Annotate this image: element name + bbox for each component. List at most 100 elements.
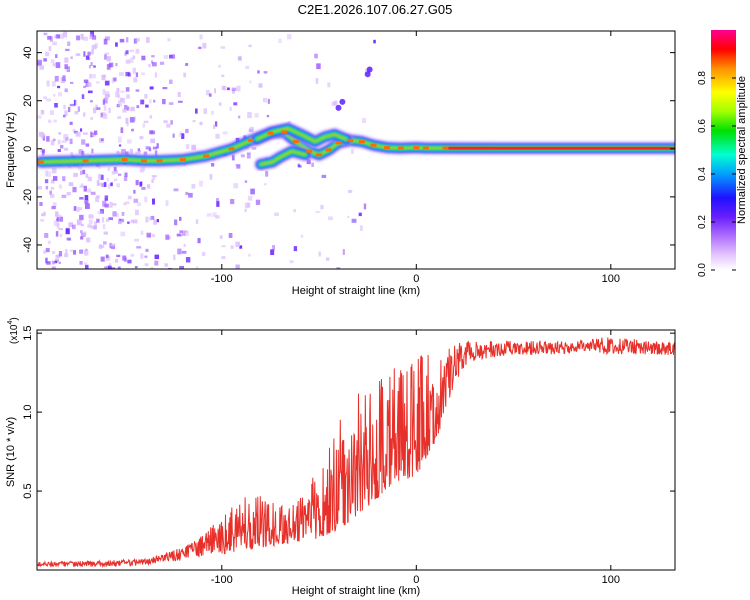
noise-speckle <box>212 124 216 129</box>
noise-speckle <box>129 148 133 154</box>
noise-speckle <box>105 254 109 259</box>
noise-speckle <box>121 211 125 216</box>
noise-speckle <box>55 231 59 237</box>
noise-speckle <box>58 228 64 231</box>
noise-speckle <box>245 65 250 69</box>
noise-speckle <box>43 211 46 214</box>
noise-speckle <box>88 219 93 225</box>
noise-speckle <box>232 89 235 94</box>
noise-speckle <box>238 55 242 62</box>
noise-speckle <box>247 202 251 208</box>
noise-speckle <box>140 99 145 105</box>
trace-peak-marker <box>140 159 147 163</box>
noise-speckle <box>179 265 185 269</box>
noise-speckle <box>173 254 176 261</box>
trace-peak-marker <box>247 138 254 142</box>
colorbar-tick-label: 0.0 <box>697 263 708 277</box>
noise-speckle <box>44 51 50 57</box>
trace-peak-marker <box>267 131 274 135</box>
noise-speckle <box>79 128 83 132</box>
noise-speckle <box>62 114 66 118</box>
noise-speckle <box>107 167 111 171</box>
noise-speckle <box>258 83 263 88</box>
noise-speckle <box>83 185 87 192</box>
noise-speckle <box>57 139 61 145</box>
trace-peak-marker <box>325 148 332 152</box>
colorbar: 0.0 0.2 0.4 0.6 0.8 Normalized spectral ampl… <box>697 30 748 277</box>
noise-speckle <box>205 89 210 96</box>
noise-speckle <box>85 203 90 209</box>
noise-speckle <box>59 233 63 238</box>
noise-speckle <box>255 199 261 205</box>
noise-speckle <box>239 245 243 249</box>
noise-speckle <box>69 81 74 84</box>
noise-speckle <box>238 115 241 119</box>
noise-speckle <box>149 86 154 90</box>
noise-speckle <box>154 260 159 266</box>
noise-speckle <box>55 62 61 69</box>
noise-speckle <box>115 91 120 98</box>
noise-speckle <box>115 42 118 47</box>
noise-speckle <box>331 101 336 106</box>
noise-speckle <box>88 214 94 219</box>
snr-ytick-label: 1.0 <box>22 404 34 419</box>
noise-speckle <box>79 170 83 175</box>
noise-speckle <box>165 200 169 207</box>
noise-speckle <box>328 216 333 221</box>
noise-speckle <box>102 223 106 230</box>
trace-peak-marker <box>292 140 299 144</box>
noise-speckle <box>148 64 151 68</box>
noise-speckle <box>87 90 93 94</box>
noise-speckle <box>111 245 116 250</box>
noise-speckle <box>321 174 327 178</box>
noise-speckle <box>51 206 56 210</box>
noise-speckle <box>43 58 47 62</box>
noise-speckle <box>135 151 141 154</box>
noise-speckle <box>79 214 84 221</box>
noise-speckle <box>195 108 198 114</box>
noise-speckle <box>84 195 89 200</box>
noise-speckle <box>124 257 127 263</box>
noise-speckle <box>57 85 61 89</box>
noise-speckle <box>48 46 52 51</box>
noise-speckle <box>111 203 117 206</box>
noise-speckle <box>85 264 89 269</box>
noise-speckle <box>315 78 319 84</box>
noise-speckle <box>129 49 135 53</box>
noise-speckle <box>63 104 66 110</box>
noise-speckle <box>272 245 276 251</box>
noise-speckle <box>103 182 107 187</box>
noise-speckle <box>97 182 103 186</box>
noise-speckle <box>144 255 148 258</box>
noise-speckle <box>198 46 202 50</box>
noise-speckle <box>133 38 137 44</box>
noise-speckle <box>49 190 53 195</box>
noise-speckle <box>110 182 113 187</box>
noise-speckle <box>69 138 73 145</box>
noise-speckle <box>244 208 247 213</box>
noise-speckle <box>102 88 106 95</box>
noise-speckle <box>222 131 228 135</box>
noise-speckle <box>90 191 96 195</box>
noise-speckle <box>126 37 129 43</box>
noise-speckle <box>43 96 48 100</box>
noise-speckle <box>133 116 137 122</box>
noise-speckle <box>69 249 74 252</box>
noise-speckle <box>150 267 154 269</box>
colorbar-label: Normalized spectral amplitude <box>736 76 748 224</box>
noise-speckle <box>221 245 226 248</box>
noise-speckle <box>150 60 154 64</box>
noise-speckle <box>132 55 136 59</box>
noise-speckle <box>181 133 185 139</box>
noise-speckle <box>315 211 321 214</box>
noise-speckle <box>145 248 149 252</box>
noise-speckle <box>102 113 108 119</box>
noise-speckle <box>82 169 86 175</box>
noise-speckle <box>108 217 113 221</box>
noise-speckle <box>141 186 146 190</box>
noise-speckle <box>61 140 67 143</box>
noise-speckle <box>96 218 100 223</box>
noise-speckle <box>220 46 226 49</box>
noise-speckle <box>87 224 92 228</box>
noise-speckle <box>116 150 120 154</box>
